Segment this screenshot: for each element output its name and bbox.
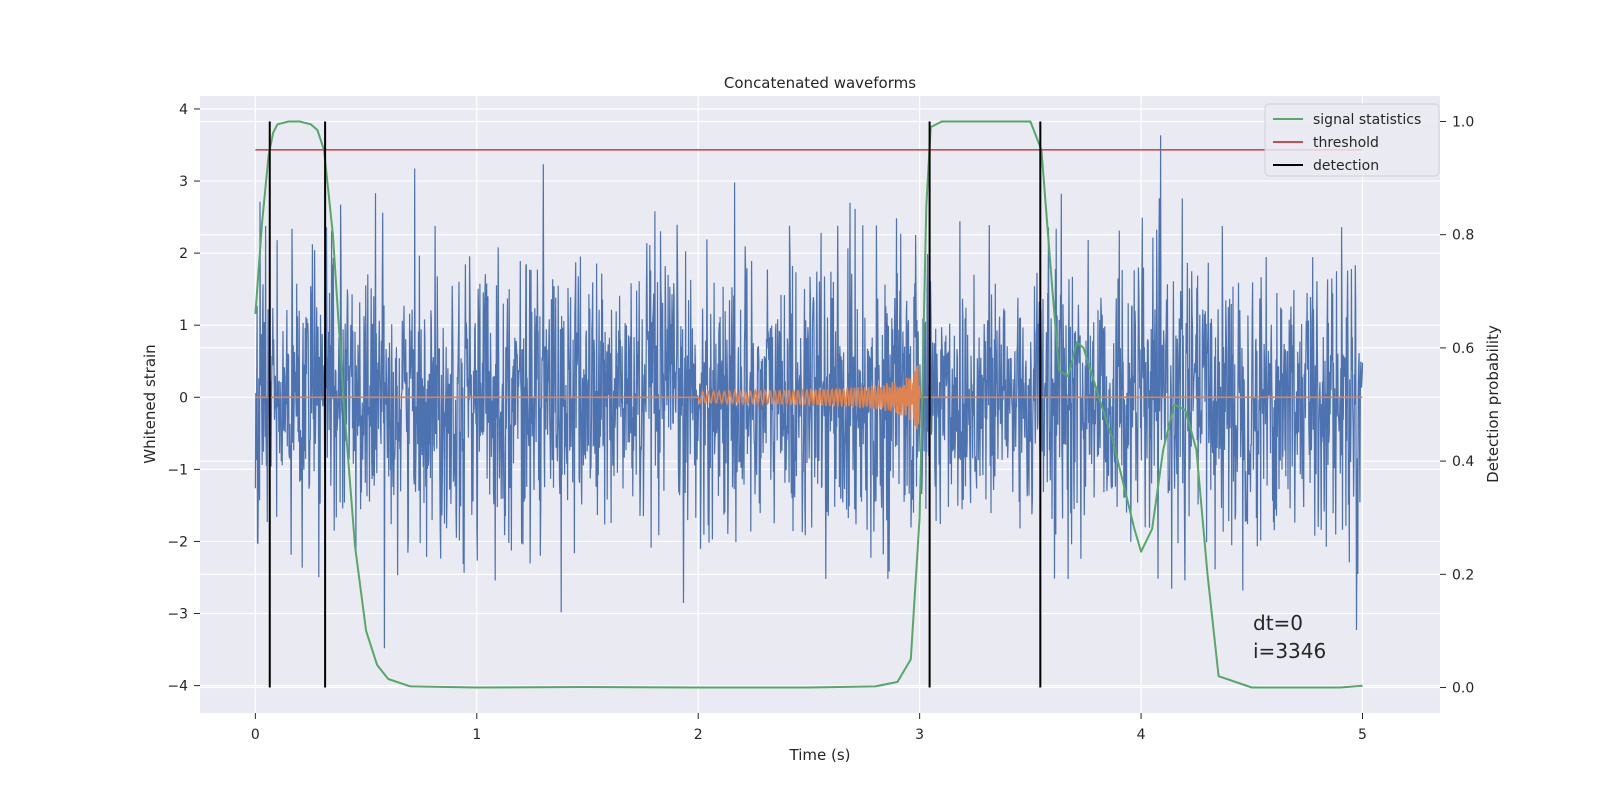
y-left-tick-label: 1 bbox=[179, 318, 188, 334]
legend-entry-threshold: threshold bbox=[1313, 135, 1379, 151]
y-left-tick-label: −4 bbox=[167, 679, 188, 695]
chart-title: Concatenated waveforms bbox=[724, 74, 916, 92]
y-left-tick-label: 4 bbox=[179, 102, 188, 118]
x-tick-label: 0 bbox=[251, 727, 260, 743]
y-right-tick-label: 0.2 bbox=[1452, 567, 1474, 583]
y-axis-right-title: Detection probability bbox=[1484, 325, 1502, 483]
y-left-tick-label: −3 bbox=[167, 607, 188, 623]
y-right-tick-label: 0.0 bbox=[1452, 681, 1474, 697]
y-left-tick-label: −1 bbox=[167, 462, 188, 478]
y-right-tick-label: 0.8 bbox=[1452, 228, 1474, 244]
signal-statistics-line bbox=[254, 120, 1363, 689]
legend: signal statistics threshold detection bbox=[1264, 103, 1440, 177]
legend-box bbox=[1264, 103, 1440, 177]
legend-entry-detection: detection bbox=[1313, 158, 1379, 174]
template-waveform-line bbox=[255, 365, 1363, 430]
legend-entry-signal-statistics: signal statistics bbox=[1313, 112, 1421, 128]
strain-noise-line bbox=[254, 135, 1364, 649]
y-left-tick-label: −2 bbox=[167, 534, 188, 550]
plot-area bbox=[254, 120, 1364, 689]
x-tick-label: 4 bbox=[1137, 727, 1146, 743]
x-tick-label: 1 bbox=[472, 727, 481, 743]
y-left-tick-label: 0 bbox=[179, 390, 188, 406]
x-tick-label: 5 bbox=[1358, 727, 1367, 743]
y-left-tick-label: 3 bbox=[179, 174, 188, 190]
annotation-dt: dt=0 bbox=[1253, 611, 1303, 635]
y-right-tick-label: 1.0 bbox=[1452, 114, 1474, 130]
x-axis-title: Time (s) bbox=[789, 746, 851, 764]
y-right-tick-label: 0.6 bbox=[1452, 341, 1474, 357]
x-tick-label: 3 bbox=[915, 727, 924, 743]
y-left-tick-label: 2 bbox=[179, 246, 188, 262]
annotation-index: i=3346 bbox=[1253, 639, 1326, 663]
x-tick-label: 2 bbox=[694, 727, 703, 743]
y-right-tick-label: 0.4 bbox=[1452, 454, 1474, 470]
axes: 0 1 2 3 4 5 −4 −3 −2 −1 0 1 2 3 4 0.0 0.2 0.4 0.6 0.8 1.0 bbox=[167, 102, 1474, 743]
y-axis-left-title: Whitened strain bbox=[141, 344, 159, 463]
